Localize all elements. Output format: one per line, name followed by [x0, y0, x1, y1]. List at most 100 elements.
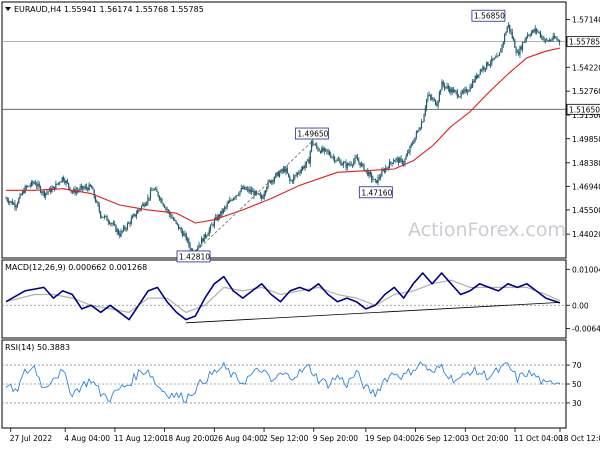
candle-body	[46, 192, 48, 193]
tick-label: 0.010047	[572, 265, 600, 274]
candle-body	[427, 95, 429, 100]
annotation-box-3	[176, 250, 211, 263]
candle-body	[212, 224, 214, 226]
candle-body	[153, 189, 155, 191]
candle-body	[97, 201, 99, 206]
candle-body	[119, 234, 121, 237]
candle-body	[220, 211, 222, 217]
annotation-label-1: 1.49650	[297, 130, 328, 139]
candle-body	[379, 176, 382, 178]
candle-body	[446, 86, 448, 87]
annotation-box-2	[358, 186, 393, 199]
candle-body	[332, 156, 334, 158]
candle-body	[55, 183, 57, 190]
candle-body	[43, 191, 45, 197]
candle-body	[317, 147, 319, 151]
candle-body	[388, 161, 391, 169]
candle-body	[273, 177, 276, 182]
candle-body	[130, 218, 132, 224]
candle-body	[475, 75, 478, 79]
macd-header: MACD(12,26,9) 0.000662 0.001268	[5, 263, 147, 272]
candle-body	[555, 37, 557, 39]
candle-body	[391, 162, 393, 164]
candle-body	[527, 34, 529, 38]
candle-body	[165, 207, 167, 209]
candle-body	[489, 63, 492, 65]
candle-body	[25, 186, 28, 188]
candle-body	[510, 30, 512, 33]
candle-body	[348, 163, 350, 165]
candle-body	[327, 151, 329, 152]
candle-body	[299, 172, 301, 174]
candle-body	[543, 39, 545, 41]
x-axis: 27 Jul 2022 4 Aug 04:00 11 Aug 12:00 18 Aug…	[10, 428, 600, 443]
candle-body	[230, 200, 232, 201]
candle-body	[52, 186, 54, 189]
candle-body	[319, 151, 322, 153]
candle-body	[434, 99, 437, 105]
candle-body	[255, 191, 258, 194]
candle-body	[488, 64, 490, 66]
candle-body	[436, 104, 438, 107]
tick-label: 1.51300	[572, 111, 600, 120]
candle-body	[442, 81, 444, 86]
candle-body	[245, 189, 247, 190]
candle-body	[417, 130, 419, 133]
candle-body	[30, 181, 33, 186]
candle-body	[93, 189, 95, 197]
candle-body	[345, 162, 347, 168]
candle-body	[175, 220, 177, 223]
candle-body	[511, 32, 513, 38]
candle-body	[16, 203, 19, 206]
candle-body	[547, 40, 549, 42]
x-tick-label: 3 Oct 20:00	[464, 434, 508, 443]
candle-body	[491, 58, 493, 64]
candle-body	[525, 37, 527, 40]
candle-body	[321, 147, 323, 153]
candle-body	[217, 214, 219, 221]
candle-body	[106, 216, 108, 221]
candle-body	[34, 182, 37, 185]
candle-body	[429, 95, 432, 98]
candle-body	[6, 198, 8, 201]
candle-body	[495, 57, 497, 59]
candle-body	[404, 159, 406, 164]
candle-body	[474, 75, 476, 82]
candle-body	[240, 188, 242, 192]
candle-body	[394, 160, 396, 162]
candle-body	[9, 201, 11, 203]
candle-body	[239, 191, 241, 195]
candle-body	[267, 181, 269, 188]
candle-body	[22, 191, 24, 195]
candle-body	[408, 151, 410, 153]
candle-body	[224, 207, 226, 210]
candle-body	[307, 159, 309, 162]
candle-body	[28, 185, 30, 187]
candle-body	[363, 164, 365, 171]
candle-body	[148, 197, 150, 199]
candle-body	[505, 32, 507, 35]
candle-body	[529, 35, 531, 36]
candle-body	[32, 181, 34, 184]
candle-body	[177, 224, 180, 229]
candle-body	[478, 74, 480, 75]
candle-body	[277, 172, 279, 177]
x-tick-label: 11 Aug 12:00	[114, 434, 165, 443]
candle-body	[551, 39, 553, 41]
candle-body	[286, 168, 288, 174]
candle-body	[98, 205, 100, 212]
candle-body	[115, 225, 117, 232]
tick-label: 1.54220	[572, 63, 600, 72]
candle-body	[53, 186, 56, 190]
candle-body	[184, 233, 186, 235]
candle-body	[29, 185, 31, 187]
candle-body	[356, 157, 359, 161]
candle-body	[45, 192, 47, 197]
candle-body	[188, 239, 190, 245]
candle-body	[289, 176, 291, 181]
candle-body	[120, 231, 122, 237]
candle-body	[121, 230, 123, 232]
annotation-label-3: 1.42810	[179, 252, 210, 261]
candle-body	[227, 202, 230, 204]
